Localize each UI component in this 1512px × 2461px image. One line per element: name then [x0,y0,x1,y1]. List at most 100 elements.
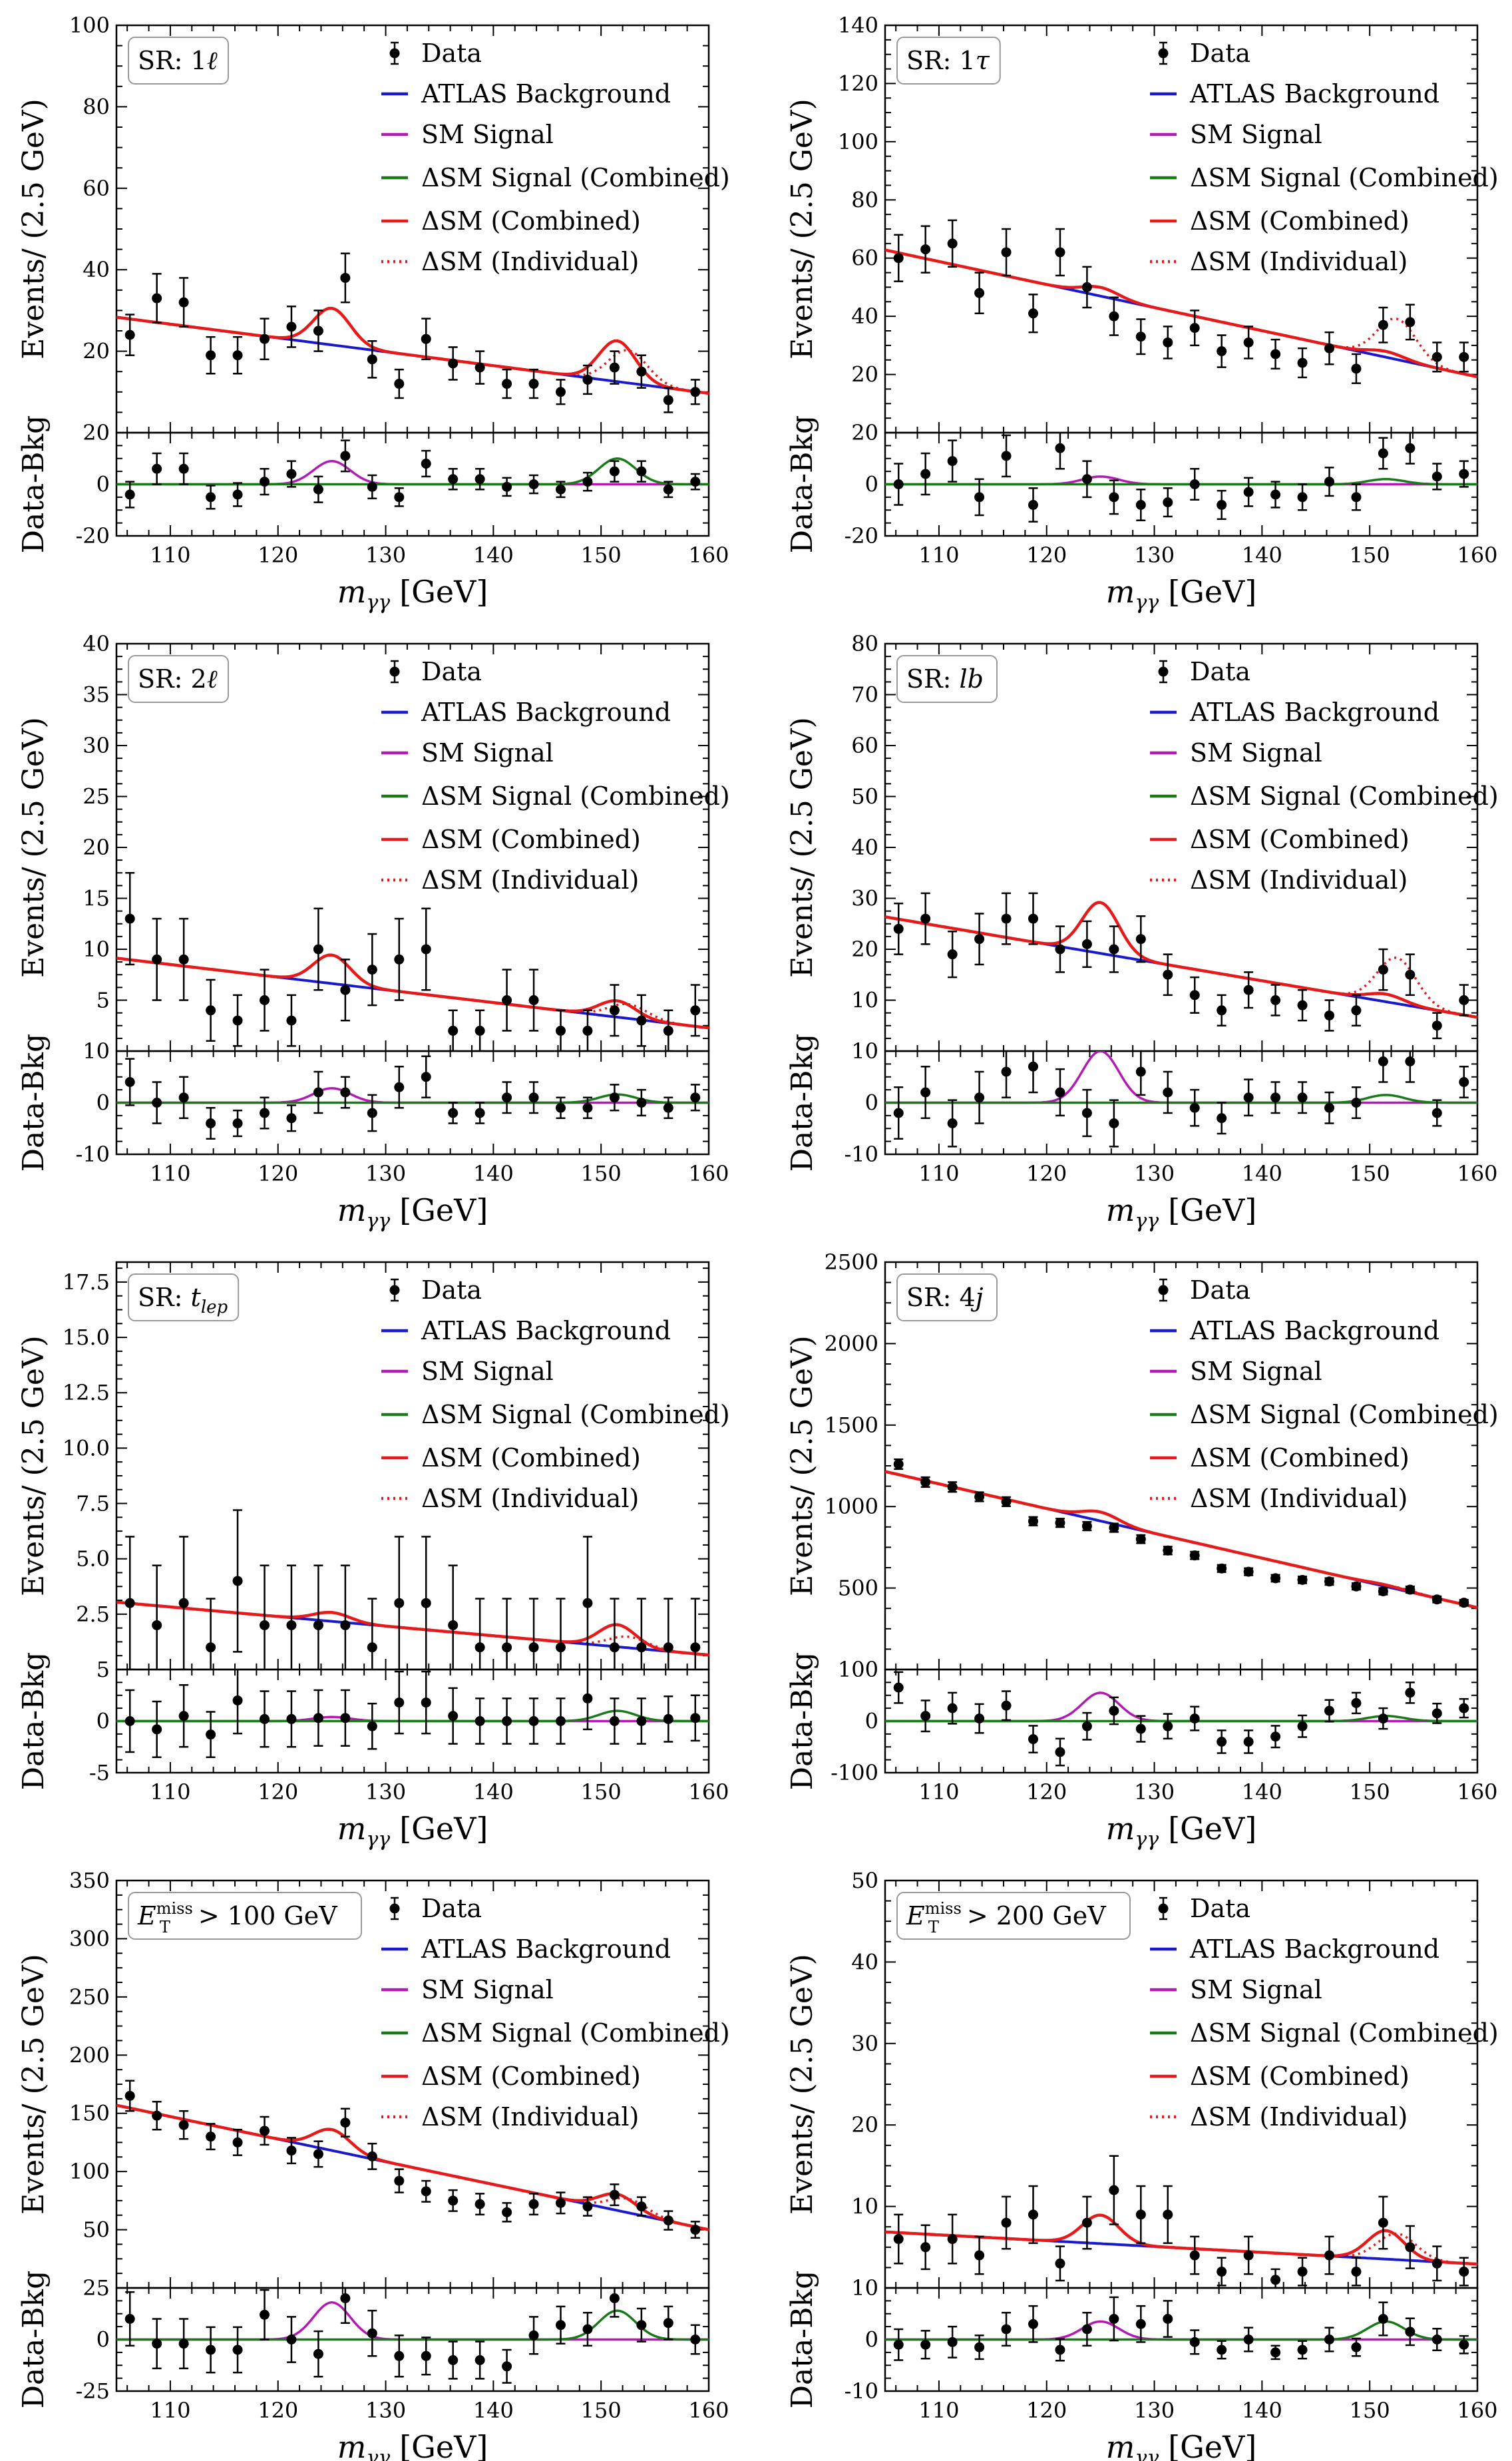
data-point [124,1598,135,1608]
region-label: SR: 1τ [906,46,990,75]
region-num: 1 [960,46,976,75]
data-point [609,2189,620,2200]
residual-point [1459,1703,1469,1713]
x-tick-label: 140 [473,2398,514,2423]
y-tick-label: 40 [851,835,878,860]
x-axis-label: mγγ [GeV] [1106,574,1257,614]
x-tick-label: 160 [1457,2398,1497,2423]
residual-point [260,2309,270,2320]
data-point [1217,346,1227,357]
x-tick-label: 150 [581,1779,622,1805]
residual-point [893,1682,904,1693]
data-point [1135,1534,1146,1544]
residual-point [920,2339,931,2350]
y-tick-label: 12.5 [63,1380,110,1405]
data-point [663,1642,673,1653]
residual-point [474,1716,485,1726]
residual-point [1001,1700,1012,1711]
data-point [609,1005,620,1016]
dsm-combined-curve [885,1470,1477,1610]
region-sub: T [160,1918,170,1936]
y-axis-label: Events/ (2.5 GeV) [17,717,51,978]
residual-point [421,459,431,469]
region-num: 1 [191,46,207,75]
region-prefix: SR: [138,664,191,694]
data-point [1459,1598,1469,1608]
data-point [178,1598,189,1608]
data-point [582,1598,593,1608]
residual-point [1135,2319,1146,2329]
residual-plot-area [885,1671,1477,1767]
x-tick-label: 120 [258,1779,298,1805]
residual-point [556,2320,566,2331]
dsm-combined-curve [885,2213,1477,2266]
x-tick-label: 130 [1134,543,1175,568]
residual-point [1431,1108,1442,1118]
x-axis-unit: [GeV] [399,2429,488,2461]
res-tick-label: 0 [96,2327,110,2352]
y-tick-label: 7.5 [76,1491,110,1516]
data-point [178,2120,189,2130]
data-point [1189,1550,1200,1561]
x-tick-label: 110 [150,543,190,568]
residual-point [367,481,377,492]
residual-plot-area [116,2288,709,2384]
y-tick-label: 1500 [825,1413,878,1438]
data-point [1135,332,1146,342]
data-point [1001,247,1012,258]
residual-point [609,1716,620,1726]
x-tick-label: 120 [258,1161,298,1186]
residual-point [367,1721,377,1731]
y-axis-label: Events/ (2.5 GeV) [17,99,51,359]
data-point [474,1025,485,1036]
data-point [178,954,189,965]
y-axis-label: Events/ (2.5 GeV) [785,717,819,978]
data-point [313,2149,323,2159]
legend-sm-label: SM Signal [1190,1975,1322,2004]
panel-3: 110 120 130 140 150 160 5 10 15 20 25 30 35 40 -10 0 10 m… [17,631,730,1233]
legend-bkg-label: ATLAS Background [421,1316,671,1345]
residual-point [1297,1092,1308,1103]
data-point [1081,2217,1092,2228]
data-point [313,1620,323,1630]
residual-axis-label: Data-Bkg [785,2271,819,2408]
residual-point [947,1703,958,1713]
data-point [260,1620,270,1630]
residual-point [340,451,351,461]
data-point [1055,2258,1065,2269]
panel-6: 110 120 130 140 150 1605001000150020002500-10… [785,1249,1499,1851]
legend-dsm_comb-label: ΔSM (Combined) [421,1443,641,1472]
data-point [609,1642,620,1653]
residual-axis-label: Data-Bkg [785,1652,819,1790]
data-point [636,2201,647,2212]
data-point [1135,934,1146,945]
legend-data-marker [389,1285,400,1295]
residual-point [1243,1092,1254,1103]
data-point [152,954,162,965]
x-tick-label: 130 [1134,1161,1175,1186]
data-point [1109,1522,1119,1533]
res-tick-label: 100 [838,1657,878,1682]
residual-point [1163,1087,1173,1098]
x-axis-sub: γγ [366,591,390,614]
dsm-combined-curve [885,248,1477,379]
region-sym: lb [960,664,984,694]
x-tick-label: 150 [1350,543,1390,568]
legend-dsm_ind-label: ΔSM (Individual) [1190,2102,1408,2131]
region-label-box [128,1892,362,1940]
x-axis-var: m [337,574,367,610]
data-point [1351,2267,1362,2277]
residual-point [152,1098,162,1108]
data-point [1001,913,1012,924]
residual-point [1351,1098,1362,1108]
y-tick-label: 350 [69,1868,110,1893]
data-point [1431,2258,1442,2269]
residual-point [1163,497,1173,508]
data-point [124,330,135,340]
residual-axis-label: Data-Bkg [17,1034,51,1172]
residual-point [1109,1118,1119,1128]
data-point [1351,363,1362,374]
data-point [1405,317,1416,328]
residual-point [152,463,162,474]
residual-point [1081,1108,1092,1118]
